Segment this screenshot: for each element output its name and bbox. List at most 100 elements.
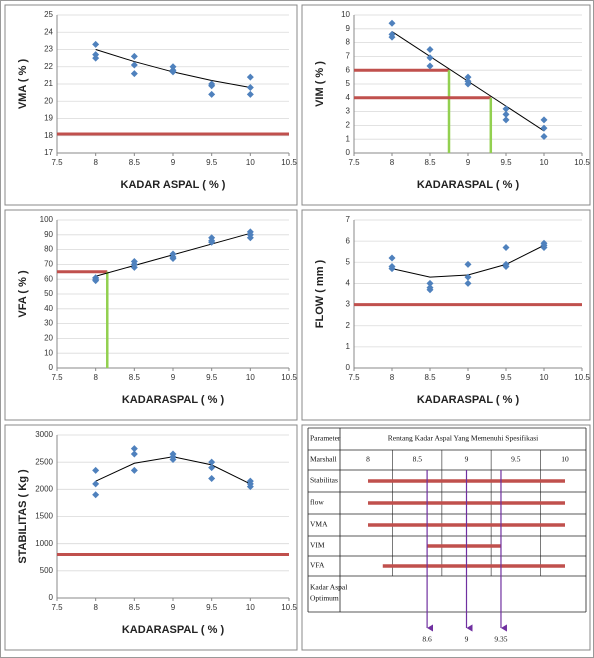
x-tick-label: 9 bbox=[466, 158, 471, 167]
table-header: Rentang Kadar Aspal Yang Memenuhi Spesif… bbox=[388, 434, 538, 443]
y-tick-label: 0 bbox=[346, 148, 351, 157]
x-tick-label: 10 bbox=[540, 158, 549, 167]
x-tick-label: 10.5 bbox=[281, 373, 297, 382]
table-cell: Marshall bbox=[310, 455, 337, 464]
point bbox=[388, 19, 396, 27]
point bbox=[130, 445, 138, 453]
y-tick-label: 3000 bbox=[35, 430, 53, 439]
x-axis-title: KADARASPAL ( % ) bbox=[122, 624, 225, 636]
x-tick-label: 8 bbox=[93, 603, 98, 612]
y-tick-label: 4 bbox=[346, 279, 351, 288]
y-tick-label: 9 bbox=[346, 24, 351, 33]
point bbox=[426, 286, 434, 294]
point bbox=[540, 124, 548, 132]
y-tick-label: 30 bbox=[44, 319, 53, 328]
x-tick-label: 10 bbox=[246, 603, 255, 612]
y-tick-label: 60 bbox=[44, 274, 53, 283]
point bbox=[540, 132, 548, 140]
x-tick-label: 8 bbox=[390, 158, 395, 167]
table-tick: 9 bbox=[465, 455, 469, 464]
x-tick-label: 10 bbox=[246, 158, 255, 167]
y-tick-label: 70 bbox=[44, 260, 53, 269]
point bbox=[464, 80, 472, 88]
x-tick-label: 9.5 bbox=[500, 158, 512, 167]
table-frame bbox=[301, 424, 591, 651]
point bbox=[92, 491, 100, 499]
y-tick-label: 2 bbox=[346, 121, 351, 130]
point bbox=[502, 116, 510, 124]
table-tick: 9.5 bbox=[511, 455, 521, 464]
y-tick-label: 19 bbox=[44, 114, 53, 123]
panel bbox=[301, 4, 591, 206]
point bbox=[208, 464, 216, 472]
y-tick-label: 0 bbox=[49, 363, 54, 372]
x-tick-label: 10.5 bbox=[281, 158, 297, 167]
point bbox=[208, 238, 216, 246]
x-tick-label: 8.5 bbox=[129, 603, 141, 612]
y-tick-label: 10 bbox=[44, 348, 53, 357]
x-axis-title: KADARASPAL ( % ) bbox=[417, 179, 520, 191]
point bbox=[130, 70, 138, 78]
point bbox=[388, 254, 396, 262]
y-tick-label: 7 bbox=[346, 215, 351, 224]
point bbox=[502, 105, 510, 113]
optimum-label: 8.6 bbox=[422, 635, 432, 644]
y-tick-label: 6 bbox=[346, 65, 351, 74]
table-cell: Stabilitas bbox=[310, 476, 338, 485]
y-tick-label: 20 bbox=[44, 334, 53, 343]
y-tick-label: 0 bbox=[346, 363, 351, 372]
x-tick-label: 7.5 bbox=[51, 373, 63, 382]
point bbox=[426, 279, 434, 287]
y-tick-label: 40 bbox=[44, 304, 53, 313]
table-cell: VFA bbox=[310, 561, 325, 570]
point bbox=[130, 61, 138, 69]
x-tick-label: 9 bbox=[171, 373, 176, 382]
y-tick-label: 1 bbox=[346, 134, 351, 143]
y-tick-label: 21 bbox=[44, 79, 53, 88]
y-tick-label: 17 bbox=[44, 148, 53, 157]
y-tick-label: 3 bbox=[346, 107, 351, 116]
y-tick-label: 1 bbox=[346, 342, 351, 351]
point bbox=[246, 83, 254, 91]
table-tick: 10 bbox=[561, 455, 569, 464]
point bbox=[92, 480, 100, 488]
x-tick-label: 8.5 bbox=[129, 158, 141, 167]
point bbox=[464, 279, 472, 287]
y-tick-label: 25 bbox=[44, 10, 53, 19]
x-tick-label: 7.5 bbox=[348, 158, 360, 167]
y-tick-label: 20 bbox=[44, 96, 53, 105]
point bbox=[169, 254, 177, 262]
table-tick: 8 bbox=[366, 455, 370, 464]
table-cell: VIM bbox=[310, 541, 325, 550]
point bbox=[130, 466, 138, 474]
x-tick-label: 10.5 bbox=[574, 158, 590, 167]
x-tick-label: 8 bbox=[390, 373, 395, 382]
y-tick-label: 18 bbox=[44, 131, 53, 140]
x-tick-label: 8.5 bbox=[129, 373, 141, 382]
table-cell: VMA bbox=[310, 520, 328, 529]
point bbox=[502, 263, 510, 271]
x-tick-label: 9.5 bbox=[500, 373, 512, 382]
y-tick-label: 7 bbox=[346, 52, 351, 61]
point bbox=[502, 110, 510, 118]
y-tick-label: 6 bbox=[346, 236, 351, 245]
y-tick-label: 90 bbox=[44, 230, 53, 239]
y-tick-label: 2 bbox=[346, 321, 351, 330]
point bbox=[464, 260, 472, 268]
point bbox=[130, 450, 138, 458]
y-tick-label: 8 bbox=[346, 38, 351, 47]
y-tick-label: 0 bbox=[49, 593, 54, 602]
optimum-label: 9.35 bbox=[494, 635, 507, 644]
y-axis-title: VFA ( % ) bbox=[17, 270, 29, 318]
point bbox=[502, 243, 510, 251]
point bbox=[388, 265, 396, 273]
table-header: Parameter bbox=[310, 434, 341, 443]
panel bbox=[4, 4, 298, 206]
x-tick-label: 10 bbox=[540, 373, 549, 382]
x-tick-label: 9 bbox=[171, 158, 176, 167]
x-tick-label: 9.5 bbox=[206, 373, 218, 382]
x-tick-label: 10.5 bbox=[574, 373, 590, 382]
point bbox=[208, 458, 216, 466]
point bbox=[426, 46, 434, 53]
point bbox=[92, 277, 100, 285]
